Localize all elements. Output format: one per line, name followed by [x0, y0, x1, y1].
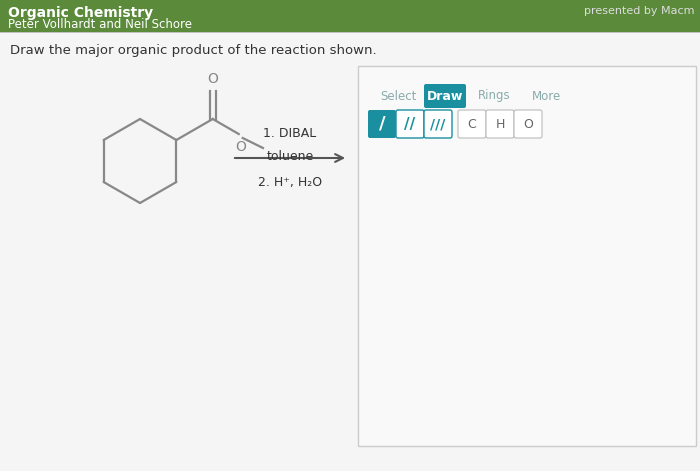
- FancyBboxPatch shape: [458, 110, 486, 138]
- Text: presented by Macm: presented by Macm: [584, 6, 695, 16]
- Text: /: /: [379, 115, 385, 133]
- Text: Organic Chemistry: Organic Chemistry: [8, 6, 153, 20]
- FancyBboxPatch shape: [514, 110, 542, 138]
- FancyBboxPatch shape: [368, 110, 396, 138]
- Text: 1. DIBAL: 1. DIBAL: [263, 127, 316, 140]
- FancyBboxPatch shape: [424, 110, 452, 138]
- Text: O: O: [523, 117, 533, 130]
- Text: //: //: [405, 116, 416, 131]
- Bar: [358, 66, 696, 446]
- FancyBboxPatch shape: [396, 110, 424, 138]
- Text: Rings: Rings: [478, 89, 510, 103]
- Text: 2. H⁺, H₂O: 2. H⁺, H₂O: [258, 176, 322, 189]
- Bar: [0, 0, 700, 32]
- Text: H: H: [496, 117, 505, 130]
- Text: Draw the major organic product of the reaction shown.: Draw the major organic product of the re…: [10, 44, 377, 57]
- Text: O: O: [207, 72, 218, 86]
- Text: C: C: [468, 117, 477, 130]
- Text: Select: Select: [380, 89, 416, 103]
- Text: toluene: toluene: [267, 150, 314, 163]
- Text: ///: ///: [430, 117, 446, 131]
- Text: Draw: Draw: [427, 89, 463, 103]
- Text: More: More: [532, 89, 561, 103]
- Text: Peter Vollhardt and Neil Schore: Peter Vollhardt and Neil Schore: [8, 18, 192, 31]
- FancyBboxPatch shape: [486, 110, 514, 138]
- Text: O: O: [235, 140, 246, 154]
- FancyBboxPatch shape: [424, 84, 466, 108]
